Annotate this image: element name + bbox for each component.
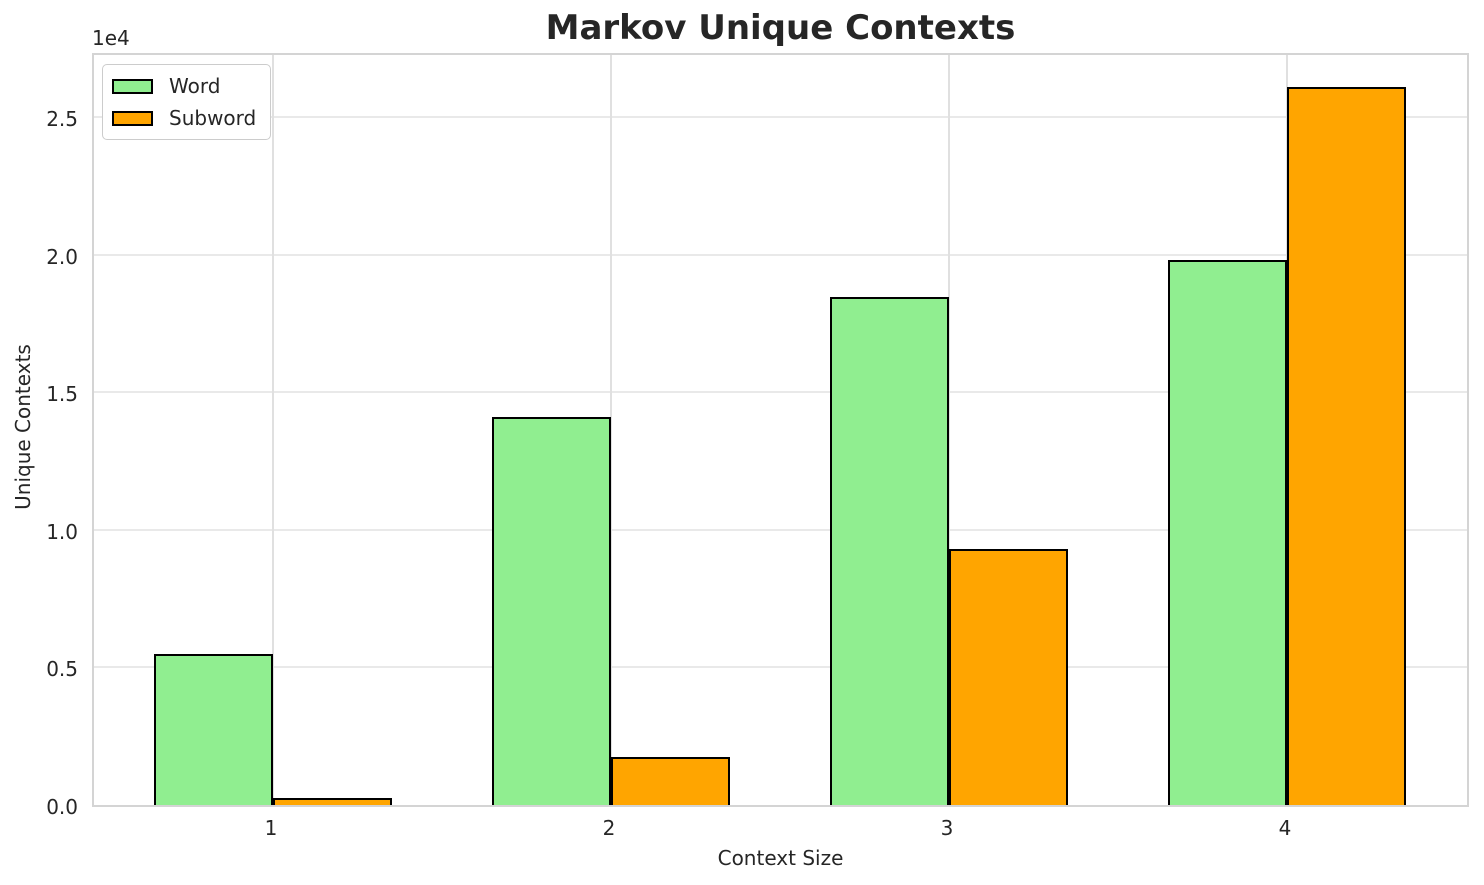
bar-word-4	[1168, 260, 1287, 805]
y-tick-label: 1.5	[46, 382, 78, 407]
bar-subword-2	[611, 756, 730, 805]
bar-word-1	[154, 653, 273, 805]
legend-entry-subword: Subword	[112, 106, 256, 130]
y-gridline	[94, 253, 1467, 256]
x-gridline	[948, 55, 950, 805]
x-tick-label: 4	[1278, 816, 1292, 840]
x-tick-label: 1	[264, 816, 278, 840]
y-tick-label: 1.0	[46, 519, 78, 544]
bar-subword-1	[273, 797, 392, 805]
legend: Word Subword	[102, 64, 272, 140]
bar-word-2	[492, 417, 611, 805]
x-tick-label: 3	[940, 816, 954, 840]
plot-area	[92, 53, 1469, 807]
y-gridline	[94, 391, 1467, 394]
y-gridline	[94, 666, 1467, 669]
legend-swatch-word	[112, 78, 153, 94]
x-gridline	[272, 55, 274, 805]
x-axis-label: Context Size	[717, 846, 844, 870]
bar-subword-3	[949, 549, 1068, 805]
legend-swatch-subword	[112, 110, 153, 126]
legend-label-subword: Subword	[169, 106, 257, 130]
y-tick-label: 0.5	[46, 657, 78, 682]
y-tick-label: 2.5	[46, 107, 78, 132]
x-gridline	[610, 55, 612, 805]
y-gridline	[94, 528, 1467, 531]
legend-entry-word: Word	[112, 74, 256, 98]
y-tick-label: 2.0	[46, 244, 78, 269]
x-tick-label: 2	[602, 816, 616, 840]
chart-title: Markov Unique Contexts	[545, 8, 1016, 48]
y-axis-offset-text: 1e4	[92, 26, 130, 50]
bar-word-3	[830, 297, 949, 805]
y-tick-label: 0.0	[46, 795, 78, 819]
legend-label-word: Word	[169, 74, 221, 98]
bar-subword-4	[1287, 86, 1406, 805]
y-axis-label: Unique Contexts	[11, 344, 35, 510]
y-gridline	[94, 116, 1467, 119]
